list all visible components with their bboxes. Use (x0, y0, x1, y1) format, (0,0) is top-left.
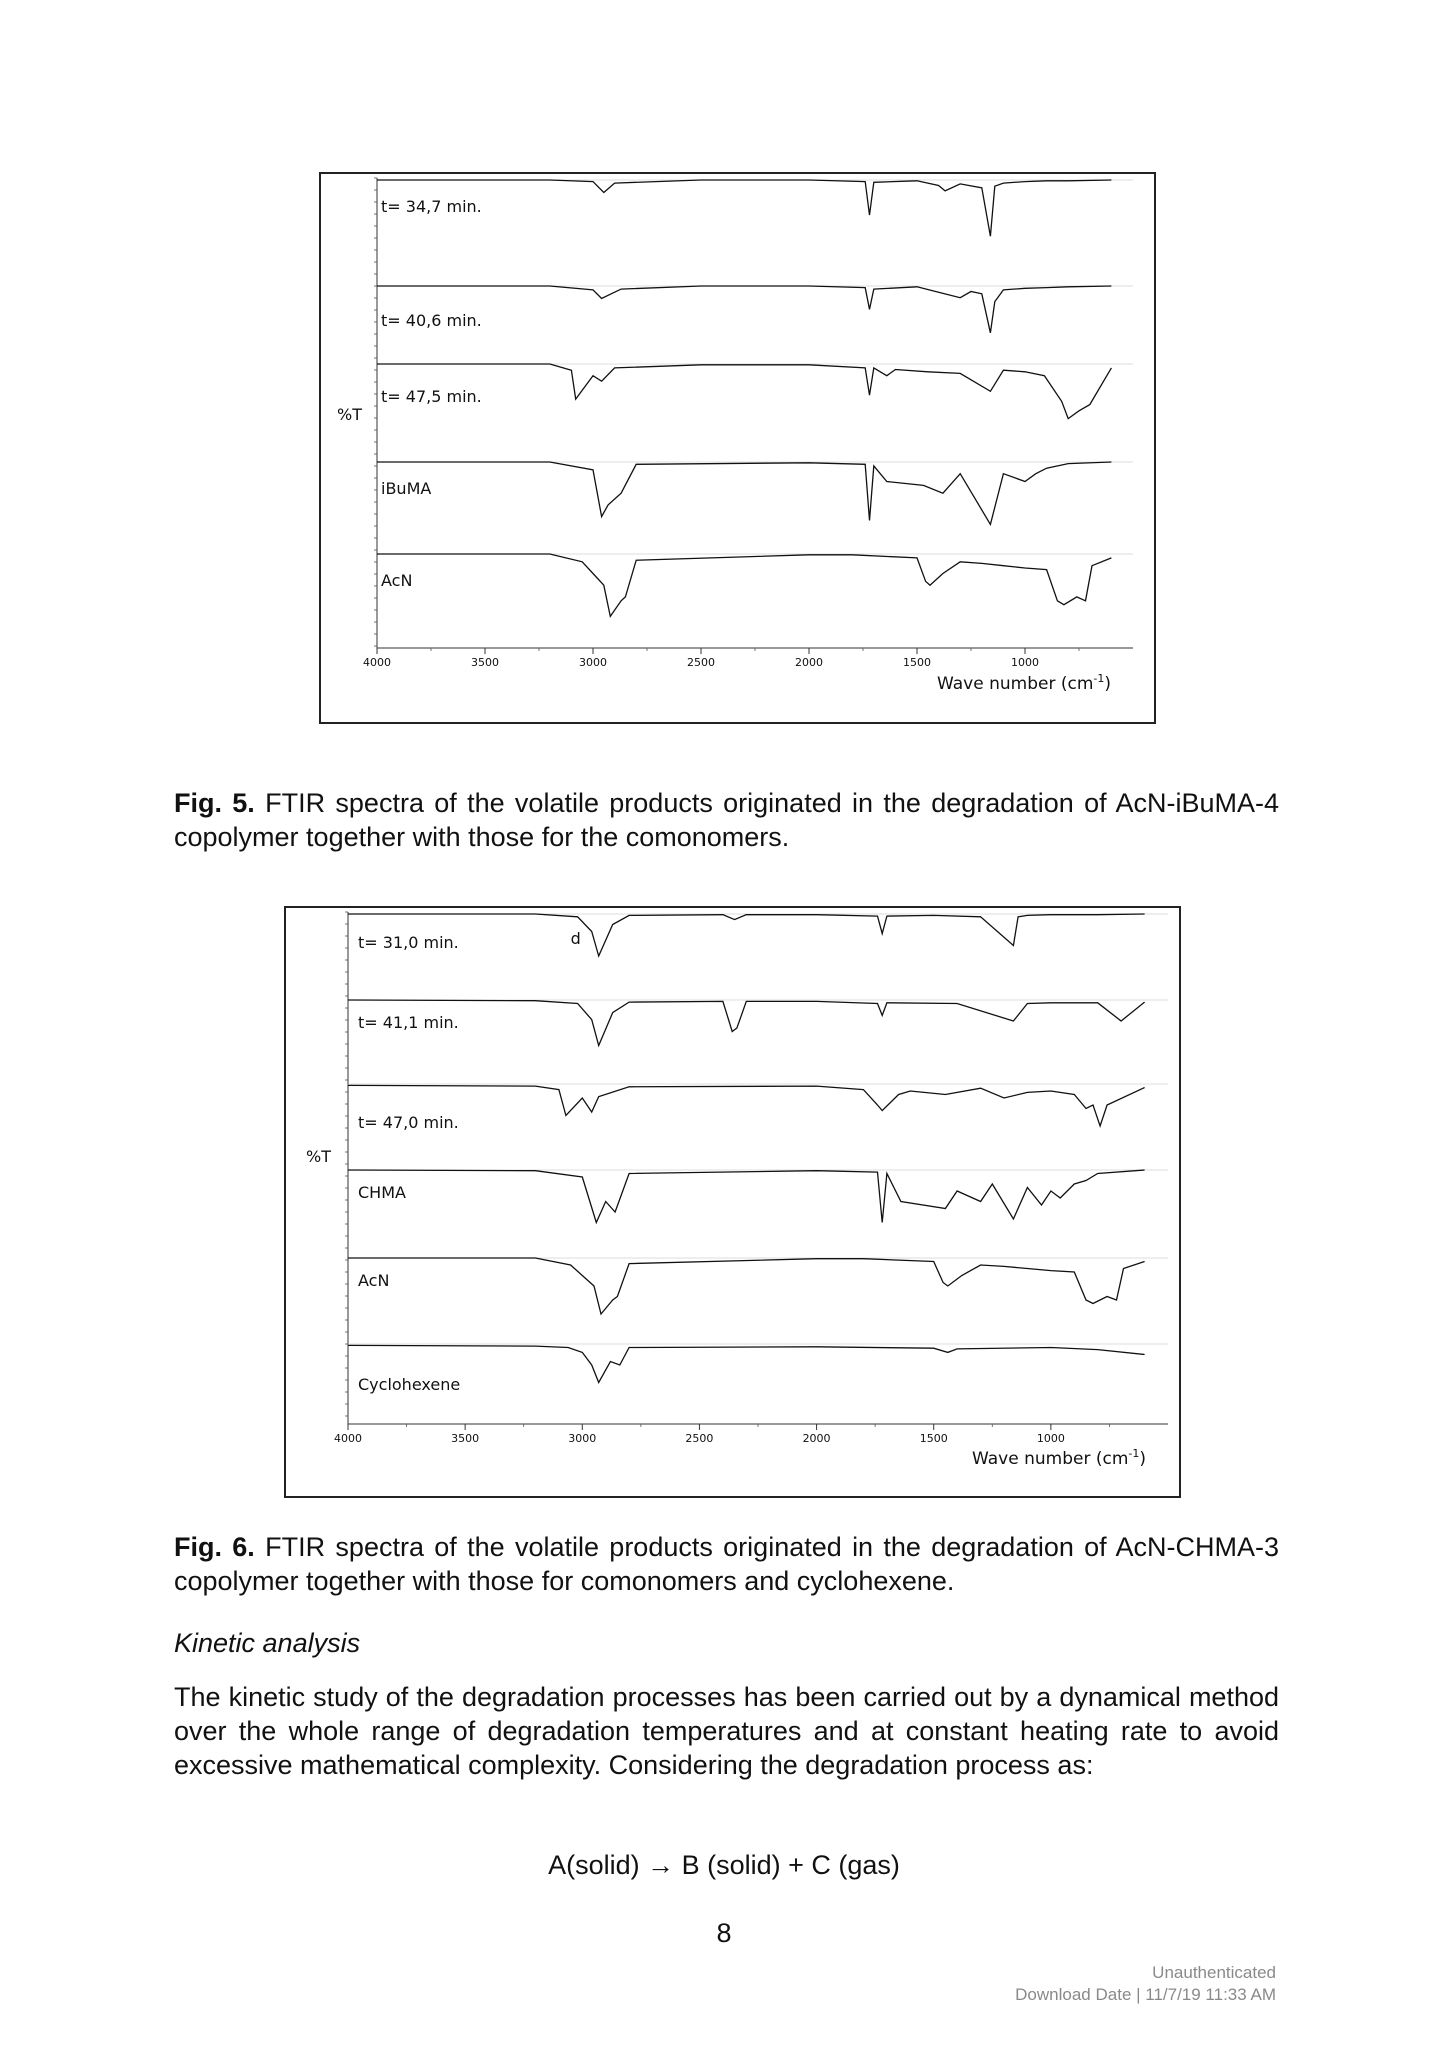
series-label: AcN (358, 1271, 389, 1290)
x-tick-label: 2500 (687, 656, 715, 669)
series-label: t= 31,0 min. (358, 933, 459, 952)
series-label: CHMA (358, 1183, 406, 1202)
y-axis-label: %T (306, 1147, 331, 1166)
y-axis-label: %T (337, 405, 362, 424)
series-line (377, 363, 1112, 420)
figure-6-chart: 4000 3500 3000 2500 2000 1500 1000 %T Wave numbe… (306, 911, 1168, 1469)
series-line (347, 1344, 1145, 1385)
series-label: AcN (381, 571, 412, 590)
x-tick-label: 4000 (363, 656, 391, 669)
series-label: iBuMA (381, 479, 431, 498)
x-tick-label: 3000 (568, 1432, 596, 1445)
footer-download-date: Download Date | 11/7/19 11:33 AM (1015, 1985, 1276, 2004)
x-axis-label: Wave number (cm-1) (972, 1447, 1146, 1469)
x-tick-label: 1000 (1037, 1432, 1065, 1445)
series-label: t= 41,1 min. (358, 1013, 459, 1032)
series-line (347, 999, 1146, 1048)
x-tick-label: 2000 (803, 1432, 831, 1445)
footer: Unauthenticated Download Date | 11/7/19 … (1015, 1962, 1276, 2006)
figure-5-chart: 4000 3500 3000 2500 2000 1500 1000 %T Wave numbe… (337, 177, 1133, 694)
figure-5-caption-text: FTIR spectra of the volatile products or… (174, 788, 1279, 852)
x-axis-label: Wave number (cm-1) (937, 672, 1111, 694)
x-tick-label: 3000 (579, 656, 607, 669)
footer-status: Unauthenticated (1152, 1963, 1276, 1982)
x-tick-label: 1500 (903, 656, 931, 669)
x-tick-label: 1000 (1011, 656, 1039, 669)
figure-6-caption-text: FTIR spectra of the volatile products or… (174, 1532, 1279, 1596)
figure-5: 4000 3500 3000 2500 2000 1500 1000 %T Wave numbe… (319, 172, 1156, 724)
equation: A(solid) → B (solid) + C (gas) (548, 1850, 900, 1880)
x-tick-label: 3500 (471, 656, 499, 669)
series-line (377, 461, 1112, 527)
series-line (348, 1257, 1145, 1316)
x-tick-label: 2500 (685, 1432, 713, 1445)
body-paragraph: The kinetic study of the degradation pro… (174, 1682, 1279, 1780)
x-tick-label: 2000 (795, 656, 823, 669)
series-label: t= 40,6 min. (381, 311, 482, 330)
series-line (348, 913, 1145, 958)
figure-6: 4000 3500 3000 2500 2000 1500 1000 %T Wave numbe… (284, 906, 1181, 1498)
section-heading: Kinetic analysis (174, 1628, 361, 1658)
series-line (377, 285, 1112, 333)
x-tick-label: 4000 (334, 1432, 362, 1445)
peak-annotation: d (571, 929, 581, 948)
x-tick-label: 1500 (920, 1432, 948, 1445)
series-label: t= 47,0 min. (358, 1113, 459, 1132)
page-number: 8 (716, 1918, 732, 1948)
series-line (377, 179, 1112, 237)
figure-6-caption: Fig. 6. FTIR spectra of the volatile pro… (174, 1530, 1279, 1598)
series-line (377, 553, 1112, 619)
x-tick-label: 3500 (451, 1432, 479, 1445)
series-label: Cyclohexene (358, 1375, 460, 1394)
figure-6-caption-label: Fig. 6. (174, 1532, 255, 1562)
figure-5-caption: Fig. 5. FTIR spectra of the volatile pro… (174, 786, 1279, 854)
series-label: t= 34,7 min. (381, 197, 482, 216)
series-line (347, 1084, 1145, 1129)
series-line (347, 1169, 1145, 1225)
series-label: t= 47,5 min. (381, 387, 482, 406)
figure-5-caption-label: Fig. 5. (174, 788, 255, 818)
